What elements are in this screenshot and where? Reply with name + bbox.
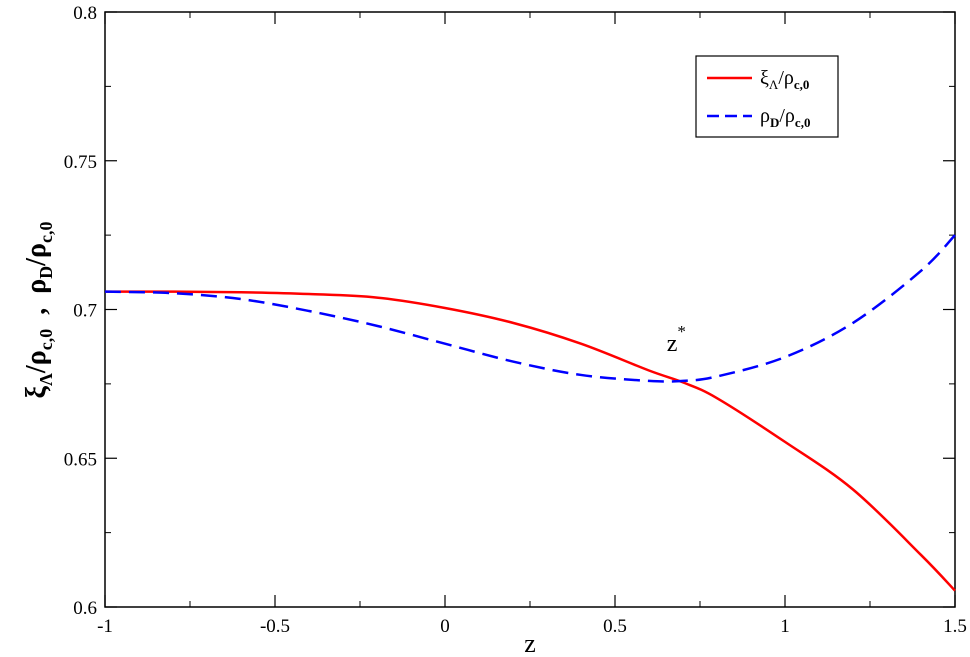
y-title-sep: , [21, 308, 52, 315]
legend-label-xi: ξΛ/ρc,0 [760, 67, 809, 92]
legend: ξΛ/ρc,0 ρD/ρc,0 [695, 55, 839, 138]
x-tick-label: 0.5 [603, 616, 627, 637]
y-tick-label: 0.7 [73, 301, 97, 322]
x-tick-label: -0.5 [260, 616, 290, 637]
y-title-rho-den: /ρ [21, 243, 52, 267]
y-title-rho-den-sub: c,0 [36, 222, 56, 244]
x-tick-label: -1 [97, 616, 113, 637]
y-title-xi-den: /ρ [21, 350, 52, 374]
legend-label-rho: ρD/ρc,0 [760, 105, 810, 130]
y-title-rho-sub: D [36, 266, 56, 279]
y-title-xi-sub: Λ [36, 373, 56, 386]
y-title-xi: ξ [21, 385, 52, 398]
legend-box [695, 55, 839, 138]
x-tick-label: 0 [440, 616, 450, 637]
series-group [104, 234, 956, 592]
y-tick-label: 0.65 [64, 449, 97, 470]
x-axis-title: z [524, 629, 536, 657]
annotation-z-star: z* [667, 322, 686, 357]
tick-labels: -1 -0.5 0 0.5 1 1.5 0.6 0.65 0.7 0.75 0.8 [64, 3, 967, 637]
x-tick-label: 1.5 [943, 616, 967, 637]
y-title-xi-den-sub: c,0 [36, 329, 56, 351]
y-title-rho: ρ [21, 279, 52, 294]
y-axis-title: ξΛ/ρc,0,ρD/ρc,0 [21, 222, 56, 399]
y-tick-label: 0.8 [73, 3, 97, 24]
series-line-xi-lambda [104, 290, 956, 592]
series-line-rho-d [104, 234, 956, 383]
x-tick-label: 1 [780, 616, 790, 637]
y-tick-label: 0.6 [73, 598, 97, 619]
y-tick-label: 0.75 [64, 152, 97, 173]
axis-ticks [104, 11, 956, 608]
